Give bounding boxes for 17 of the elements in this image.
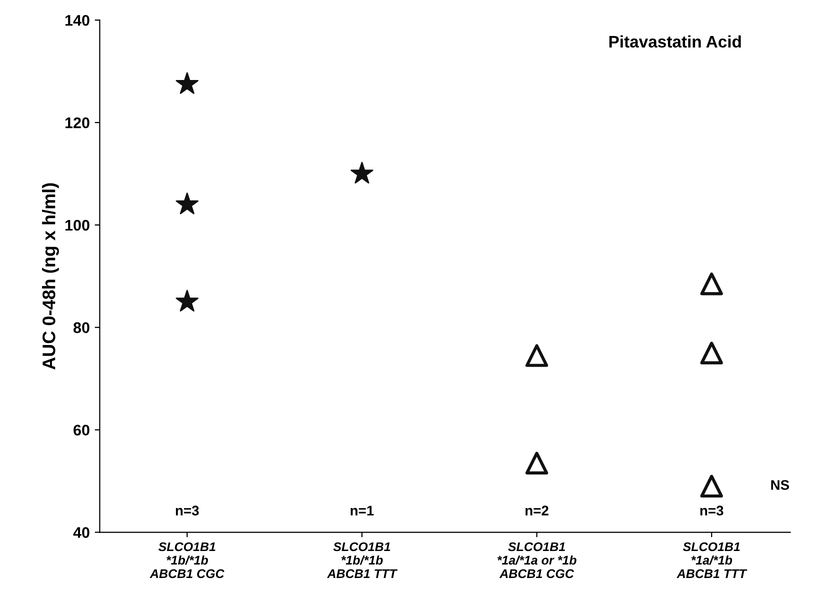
y-tick-label: 100 (65, 220, 90, 231)
y-axis-title: AUC 0-48h (ng x h/ml) (42, 183, 59, 370)
y-tick-label: 120 (65, 117, 90, 128)
annotation: n=3 (700, 506, 724, 516)
annotation: NS (771, 480, 790, 490)
text: Pitavastatin Acid (609, 35, 741, 48)
annotation: n=2 (526, 506, 548, 516)
x-tick-label: SLCO1B1 *1b/*1b ABCB1 TTT (326, 542, 398, 578)
y-tick-label: 140 (65, 14, 90, 26)
x-tick-label: SLCO1B1 *1a/*1b ABCB1 TTT (676, 542, 748, 578)
y-tick-label: 80 (73, 322, 90, 334)
annotation: n=3 (176, 506, 199, 516)
y-tick-label: 40 (73, 527, 90, 538)
y-tick-label: 60 (74, 424, 90, 436)
x-tick-label: SLCO1B1 *1a/*1a or *1b ABCB1 CGC (497, 542, 576, 578)
annotation: n=1 (350, 506, 374, 516)
x-tick-label: SLCO1B1 *1b/*1b ABCB1 CGC (150, 542, 224, 578)
